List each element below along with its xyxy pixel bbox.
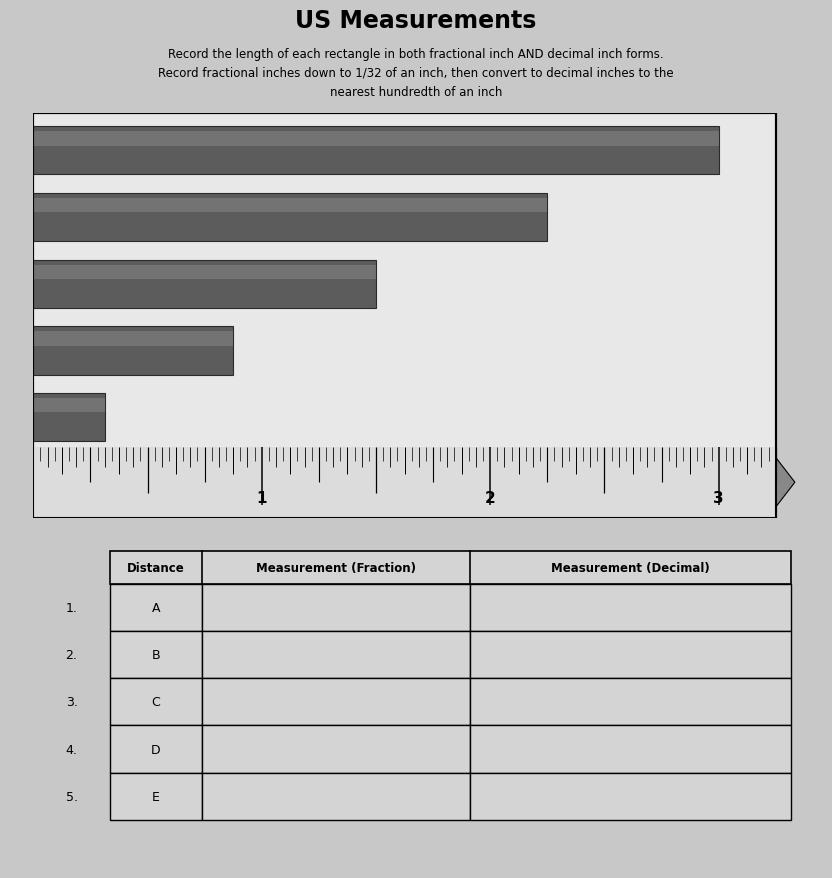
Bar [33, 327, 233, 375]
Text: A: A [151, 601, 160, 615]
Bar [33, 399, 105, 413]
Bar [33, 127, 719, 176]
Bar [33, 198, 547, 213]
Text: 4.: 4. [66, 743, 77, 756]
Bar [33, 132, 719, 147]
Bar [33, 448, 775, 518]
Bar [110, 551, 791, 585]
Bar [469, 773, 791, 820]
Bar [110, 725, 201, 773]
Bar [110, 773, 201, 820]
Bar [33, 261, 376, 308]
Bar [201, 679, 469, 725]
Bar [33, 393, 105, 442]
Text: 2.: 2. [66, 649, 77, 661]
Bar [33, 194, 547, 241]
Text: 5.: 5. [66, 790, 77, 802]
Text: Measurement (Decimal): Measurement (Decimal) [551, 562, 710, 574]
Bar [33, 265, 376, 280]
Bar [469, 585, 791, 631]
Text: 3: 3 [713, 491, 724, 506]
Text: 1: 1 [256, 491, 267, 506]
Text: US Measurements: US Measurements [295, 9, 537, 33]
Bar [201, 631, 469, 679]
Text: Record the length of each rectangle in both fractional inch AND decimal inch for: Record the length of each rectangle in b… [158, 48, 674, 99]
Bar [110, 631, 201, 679]
Bar [201, 725, 469, 773]
Text: 3.: 3. [66, 695, 77, 709]
Text: 2: 2 [485, 491, 496, 506]
Bar [201, 773, 469, 820]
Bar [469, 725, 791, 773]
Bar [33, 332, 233, 346]
Text: E: E [151, 790, 160, 802]
Bar [469, 679, 791, 725]
Bar [110, 585, 201, 631]
Bar [201, 585, 469, 631]
Text: D: D [151, 743, 161, 756]
Text: B: B [151, 649, 160, 661]
Text: C: C [151, 695, 160, 709]
Text: Distance: Distance [126, 562, 185, 574]
Polygon shape [775, 458, 795, 507]
Bar [110, 679, 201, 725]
Bar [469, 631, 791, 679]
Text: Measurement (Fraction): Measurement (Fraction) [255, 562, 416, 574]
Text: 1.: 1. [66, 601, 77, 615]
